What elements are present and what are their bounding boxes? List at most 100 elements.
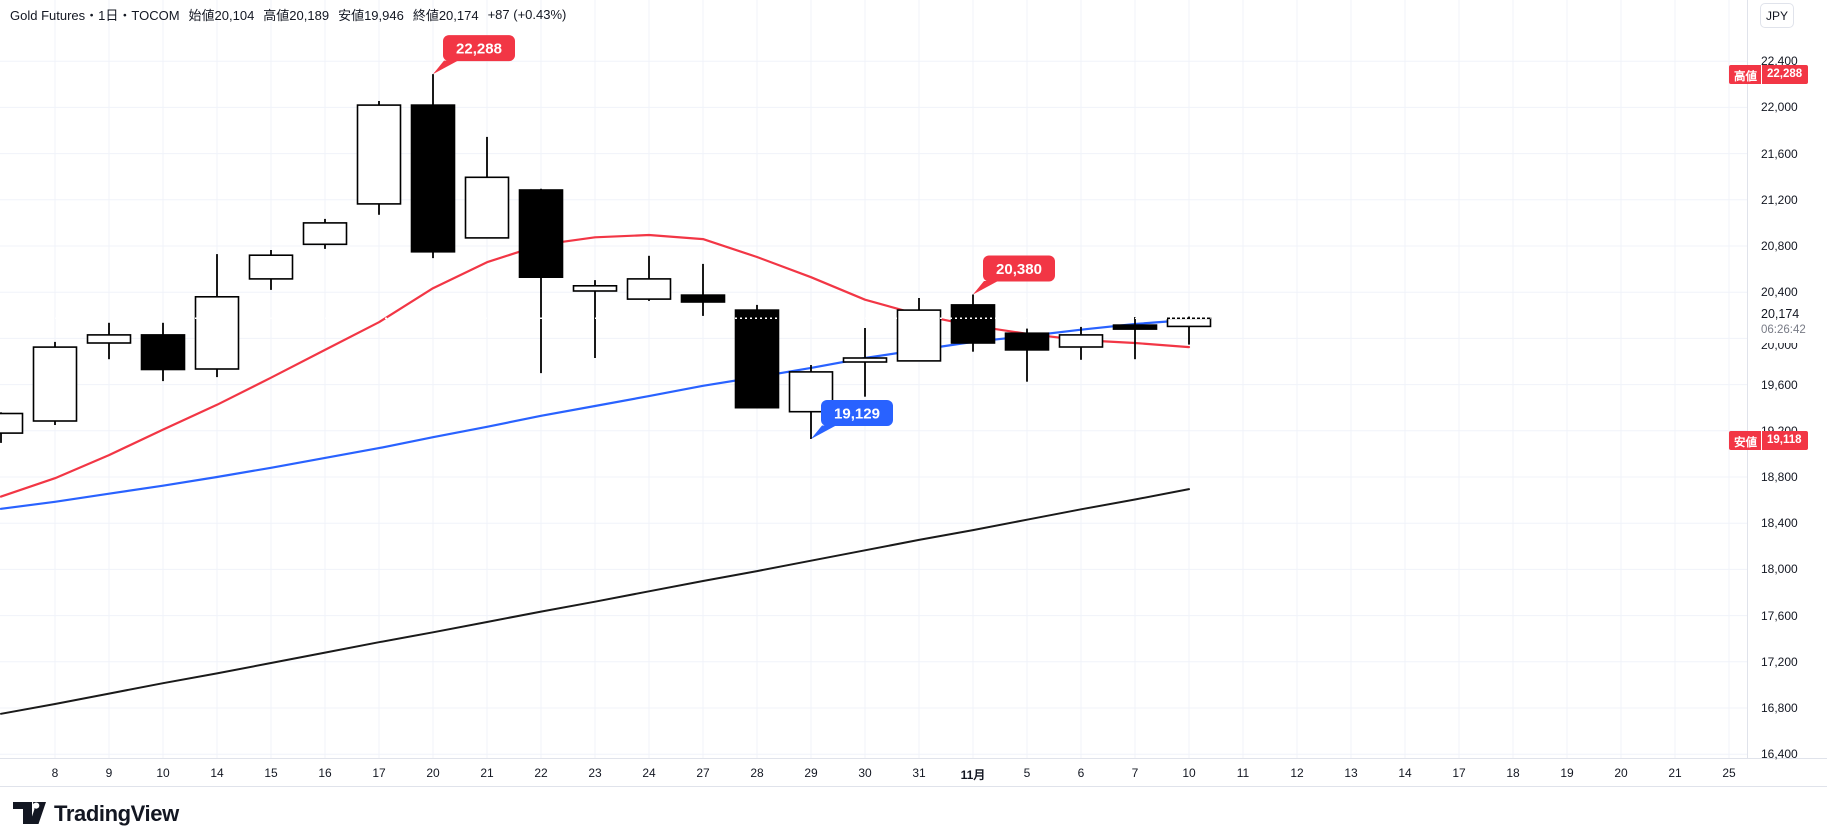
candle-body: [194, 295, 240, 370]
date-tick-label: 8: [51, 766, 59, 780]
date-tick-label: 9: [105, 766, 113, 780]
candle-body: [1112, 324, 1158, 330]
time-axis[interactable]: 8 9 10 14 15 16 17 20 21 22 23 24 27 28 29 30 31 11月 5 6 7 10…: [0, 758, 1827, 786]
date-tick-label: 23: [588, 766, 602, 780]
price-tick-label: 17,200: [1761, 654, 1798, 669]
candle-body: [734, 309, 780, 409]
date-tick-label: 10: [156, 766, 170, 780]
chart-pane[interactable]: 22,288 20,380 19,129: [0, 0, 1747, 758]
date-tick-label: 28: [750, 766, 764, 780]
date-tick-label: 20: [1614, 766, 1628, 780]
candle-10[interactable]: [140, 322, 186, 382]
symbol-title[interactable]: Gold Futures・1日・TOCOM: [10, 8, 180, 23]
date-tick-label: 17: [372, 766, 386, 780]
candle-30[interactable]: [842, 328, 888, 397]
currency-button[interactable]: JPY: [1760, 3, 1794, 28]
price-tick-label: 17,600: [1761, 608, 1798, 623]
date-tick-label: 21: [1668, 766, 1682, 780]
candle-15[interactable]: [248, 250, 294, 290]
bar-countdown-timer: 06:26:42: [1761, 323, 1806, 336]
price-tick-label: 20,800: [1761, 239, 1798, 253]
high-badge-value: 22,288: [1761, 64, 1808, 84]
price-axis[interactable]: 高値 22,288 安値 19,118 20,174 06:26:42 22,4…: [1729, 0, 1827, 761]
candle-body: [248, 254, 294, 280]
candle-31[interactable]: [896, 298, 942, 362]
date-tick-label: 16: [318, 766, 332, 780]
footer-bar: TradingView: [0, 786, 1827, 840]
ohlc-item: 始値20,104: [188, 8, 255, 23]
date-tick-label: 11: [1236, 766, 1250, 780]
candle-body: [680, 294, 726, 303]
candle-10[interactable]: [1166, 316, 1212, 345]
price-tick-label: 16,800: [1761, 701, 1798, 715]
candle-8[interactable]: [32, 341, 78, 425]
price-tick-label: 21,200: [1761, 192, 1798, 207]
price-tick-label: 20,400: [1761, 285, 1798, 300]
price-tick-label: 16,400: [1761, 747, 1798, 762]
date-tick-label: 18: [1506, 766, 1520, 780]
change-value: +87 (+0.43%): [487, 7, 567, 22]
date-tick-label: 15: [264, 766, 278, 780]
current-price-label: 20,174 06:26:42: [1749, 302, 1827, 343]
candle-20[interactable]: [410, 74, 456, 259]
candle-6[interactable]: [1058, 326, 1104, 360]
candle-21[interactable]: [464, 136, 510, 239]
candle-24[interactable]: [626, 255, 672, 301]
candle-body: [1004, 332, 1050, 351]
callout-tail: [811, 425, 836, 440]
tradingview-logo[interactable]: TradingView: [13, 801, 179, 827]
date-tick-label: 21: [480, 766, 494, 780]
callout-tail: [973, 281, 998, 295]
candle-body: [356, 104, 402, 205]
candle-body: [410, 104, 456, 253]
tradingview-logo-text: TradingView: [54, 800, 179, 826]
candle-28[interactable]: [734, 304, 780, 409]
ohlc-values: 始値20,104 高値20,189 安値19,946 終値20,174: [189, 5, 479, 24]
date-tick-label: 13: [1344, 766, 1358, 780]
candle-27[interactable]: [680, 263, 726, 316]
candle-14[interactable]: [194, 254, 240, 378]
date-tick-label: 6: [1077, 766, 1085, 780]
date-tick-label: 14: [1398, 766, 1412, 780]
price-tick-label: 18,400: [1761, 516, 1798, 531]
candle-edge[interactable]: [0, 412, 24, 443]
date-tick-label: 11月: [960, 768, 986, 782]
price-callout-20380[interactable]: 20,380: [973, 255, 1055, 295]
date-tick-label: 10: [1182, 766, 1196, 780]
date-tick-label: 27: [696, 766, 710, 780]
price-callout-22288[interactable]: 22,288: [433, 35, 515, 75]
candle-16[interactable]: [302, 218, 348, 249]
low-badge-label: 安値: [1734, 436, 1757, 449]
date-tick-label: 17: [1452, 766, 1466, 780]
ohlc-item: 高値20,189: [263, 8, 330, 23]
callout-text: 22,288: [456, 41, 502, 58]
ma-line-black[interactable]: [0, 488, 1190, 715]
tradingview-logo-icon: [13, 801, 46, 824]
date-tick-label: 20: [426, 766, 440, 780]
candle-body: [896, 309, 942, 362]
date-tick-label: 5: [1023, 766, 1031, 780]
date-tick-label: 25: [1722, 766, 1736, 780]
candle-body: [1058, 334, 1104, 348]
price-callout-19129[interactable]: 19,129: [811, 400, 893, 440]
date-tick-label: 22: [534, 766, 548, 780]
price-tick-label: 18,800: [1761, 470, 1798, 484]
callout-box: [983, 255, 1055, 282]
candle-11月[interactable]: [950, 294, 996, 352]
date-tick-label: 31: [912, 766, 926, 780]
date-tick-label: 14: [210, 766, 224, 780]
candle-17[interactable]: [356, 101, 402, 215]
candle-7[interactable]: [1112, 317, 1158, 360]
date-tick-label: 7: [1131, 766, 1139, 780]
candle-22[interactable]: [518, 188, 564, 374]
candle-body: [140, 334, 186, 371]
candle-9[interactable]: [86, 322, 132, 360]
price-tick-label: 19,600: [1761, 377, 1798, 392]
candlestick-chart[interactable]: 22,288 20,380 19,129: [0, 0, 1747, 758]
date-tick-label: 19: [1560, 766, 1574, 780]
candle-5[interactable]: [1004, 328, 1050, 382]
candle-body: [464, 176, 510, 239]
symbol-info-bar: Gold Futures・1日・TOCOM 始値20,104 高値20,189 安値…: [10, 5, 566, 24]
high-badge-label: 高値: [1734, 70, 1757, 83]
